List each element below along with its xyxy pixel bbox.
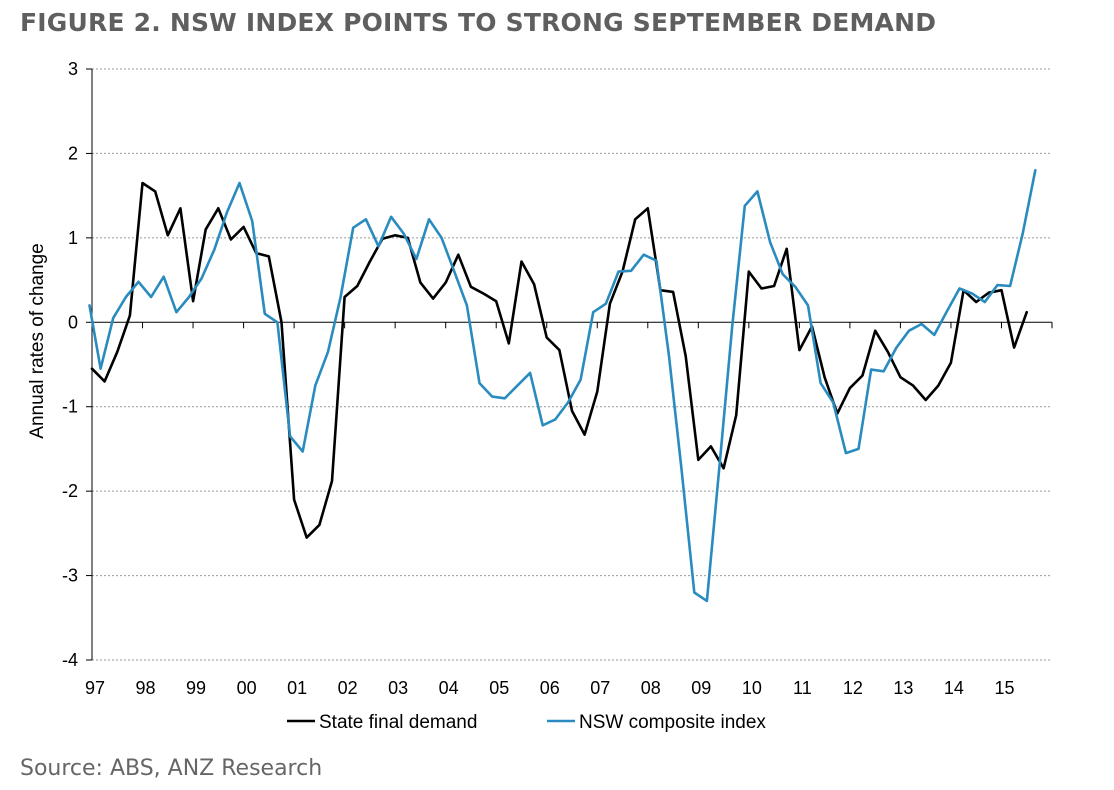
chart-title: FIGURE 2. NSW INDEX POINTS TO STRONG SEP… [20,8,937,37]
x-axis-ticks: 97 98 99 00 01 02 03 04 05 06 07 08 09 10 11 12 13 14 15 [85,322,1053,698]
x-tick-label: 99 [186,678,206,698]
series-lines [88,169,1037,603]
x-tick-label: 13 [893,678,913,698]
y-tick-label: 1 [68,228,78,248]
source-note: Source: ABS, ANZ Research [20,756,323,781]
x-tick-label: 03 [388,678,408,698]
axes [91,69,1052,660]
x-tick-label: 98 [136,678,156,698]
x-tick-label: 14 [944,678,964,698]
x-tick-label: 10 [742,678,762,698]
x-tick-label: 07 [590,678,610,698]
x-tick-label: 00 [237,678,257,698]
series-line-nsw-composite-index [88,169,1037,603]
x-tick-label: 02 [338,678,358,698]
y-tick-label: 2 [68,143,78,163]
x-tick-label: 11 [793,678,812,698]
legend: State final demand NSW composite index [287,712,766,733]
x-tick-label: 08 [641,678,661,698]
x-tick-label: 15 [994,678,1014,698]
x-tick-label: 05 [489,678,509,698]
x-tick-label: 12 [843,678,863,698]
y-tick-label: -1 [62,397,78,417]
y-tick-label: 0 [68,312,78,332]
x-tick-label: 01 [287,678,307,698]
series-line-state-final-demand [90,181,1028,539]
x-tick-label: 97 [85,678,105,698]
y-tick-label: 3 [68,59,78,79]
y-tick-label: -2 [62,481,78,501]
x-tick-label: 06 [540,678,560,698]
gridlines [92,68,1052,661]
y-axis-ticks: 3 2 1 0 -1 -2 -3 -4 [62,59,92,670]
x-tick-label: 09 [691,678,711,698]
y-axis-label: Annual rates of change [27,243,48,438]
y-tick-label: -3 [62,566,78,586]
y-tick-label: -4 [62,650,78,670]
legend-label: State final demand [319,712,477,733]
x-tick-label: 04 [439,678,459,698]
legend-label: NSW composite index [579,712,766,733]
